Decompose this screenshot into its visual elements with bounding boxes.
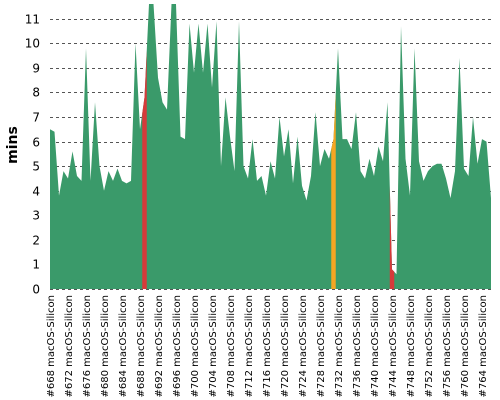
y-axis-title: mins — [5, 126, 21, 164]
y-tick-label: 3 — [32, 209, 40, 223]
x-tick-label: #752 macOS-Silicon — [424, 295, 435, 397]
y-tick-label: 10 — [25, 37, 40, 51]
duration-area — [50, 4, 491, 289]
x-tick-label: #700 macOS-Silicon — [190, 295, 201, 397]
x-tick-label: #672 macOS-Silicon — [64, 295, 75, 397]
x-tick-label: #724 macOS-Silicon — [298, 295, 309, 397]
highlight-warn-build — [331, 93, 336, 289]
x-tick-label: #680 macOS-Silicon — [100, 295, 111, 397]
x-tick-label: #728 macOS-Silicon — [316, 295, 327, 397]
plot-area — [50, 4, 491, 290]
x-tick-label: #732 macOS-Silicon — [334, 295, 345, 397]
x-tick-label: #720 macOS-Silicon — [280, 295, 291, 397]
highlight-fail-build — [389, 185, 395, 289]
x-tick-label: #736 macOS-Silicon — [352, 295, 363, 397]
x-tick-label: #748 macOS-Silicon — [406, 295, 417, 397]
x-axis: #668 macOS-Silicon #672 macOS-Silicon #676… — [46, 295, 489, 397]
highlight-fail-build — [142, 50, 147, 290]
y-tick-label: 11 — [25, 13, 40, 27]
x-tick-label: #688 macOS-Silicon — [136, 295, 147, 397]
x-tick-label: #696 macOS-Silicon — [172, 295, 183, 397]
x-tick-label: #704 macOS-Silicon — [208, 295, 219, 397]
x-tick-label: #712 macOS-Silicon — [244, 295, 255, 397]
y-tick-label: 4 — [32, 185, 40, 199]
y-tick-label: 5 — [32, 160, 40, 174]
x-tick-label: #756 macOS-Silicon — [442, 295, 453, 397]
y-axis: 0 1 2 3 4 5 6 7 8 9 10 11 — [25, 13, 40, 297]
x-tick-label: #764 macOS-Silicon — [478, 295, 489, 397]
y-tick-label: 8 — [32, 86, 40, 100]
x-tick-label: #716 macOS-Silicon — [262, 295, 273, 397]
x-tick-label: #668 macOS-Silicon — [46, 295, 57, 397]
y-tick-label: 1 — [32, 258, 40, 272]
x-tick-label: #708 macOS-Silicon — [226, 295, 237, 397]
y-tick-label: 0 — [32, 283, 40, 297]
x-tick-label: #744 macOS-Silicon — [388, 295, 399, 397]
x-tick-label: #692 macOS-Silicon — [154, 295, 165, 397]
x-tick-label: #760 macOS-Silicon — [460, 295, 471, 397]
y-tick-label: 2 — [32, 234, 40, 248]
x-tick-label: #740 macOS-Silicon — [370, 295, 381, 397]
y-tick-label: 9 — [32, 62, 40, 76]
x-tick-label: #676 macOS-Silicon — [82, 295, 93, 397]
x-tick-label: #684 macOS-Silicon — [118, 295, 129, 397]
y-tick-label: 7 — [32, 111, 40, 125]
y-tick-label: 6 — [32, 136, 40, 150]
